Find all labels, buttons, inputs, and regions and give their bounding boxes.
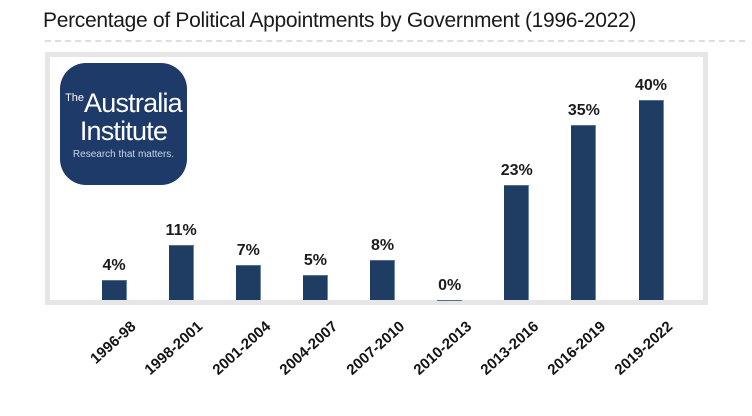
bar-group: 11% [166,222,197,300]
bar-group: 8% [370,237,395,300]
bar-value-label: 5% [303,252,327,269]
x-axis-label: 2019-2022 [611,318,677,379]
bars-layer: 4% 11% 7% 5% 8% 0% 23% 35% 40% [50,57,703,301]
bar-group: 40% [635,77,667,300]
x-axis-label: 2013-2016 [477,318,543,379]
logo-name-row: The Australia [60,90,187,117]
x-axis-label: 2001-2004 [208,318,274,379]
bar-group: 4% [101,257,127,300]
logo-tagline-text: Research that matters. [72,149,175,160]
logo-prefix-text: The [65,92,85,104]
chart-title: Percentage of Political Appointments by … [43,9,637,32]
bar [571,125,597,300]
bar-value-label: 23% [500,162,533,179]
bar-value-label: 0% [438,277,462,294]
bar-value-label: 4% [102,257,126,274]
bar [504,185,530,300]
x-axis-label: 1996-98 [87,318,140,368]
bar-value-label: 7% [236,242,260,259]
x-axis-label: 2004-2007 [276,318,341,379]
x-axis-label: 2010-2013 [410,318,476,379]
bar-group: 23% [501,162,533,300]
bar-group: 35% [568,102,600,300]
bar [302,275,328,300]
bar-group: 5% [302,252,328,300]
bar-value-label: 11% [165,222,197,239]
divider [45,40,745,42]
australia-institute-logo: The Australia Institute Research that mat… [60,63,187,185]
bar [370,260,395,300]
bar-value-label: 8% [370,237,395,254]
bar [101,280,127,300]
logo-institute-text: Institute [79,116,168,146]
bar-group: 7% [235,242,261,300]
x-axis-label: 2016-2019 [544,318,610,379]
bar-value-label: 40% [634,77,668,94]
logo-australia-text: Australia [84,88,183,118]
bar [437,300,463,301]
bar [235,265,261,300]
bar-value-label: 35% [567,102,600,119]
bar [638,100,664,300]
x-axis-label: 1998-2001 [141,318,207,379]
bar [168,245,194,300]
x-axis-label: 2007-2010 [343,318,408,379]
